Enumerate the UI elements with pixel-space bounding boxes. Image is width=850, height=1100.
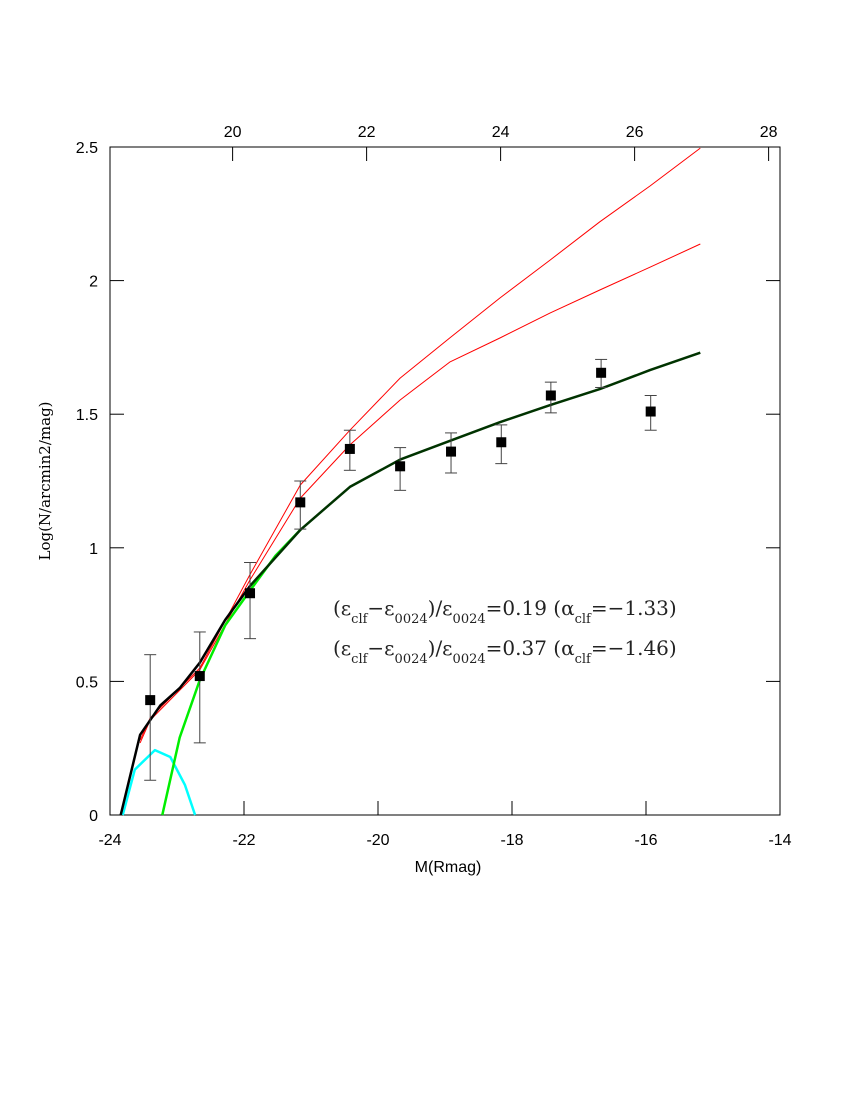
data-point [645, 406, 656, 417]
curve [161, 529, 302, 816]
annotation-text: (ε [333, 596, 351, 620]
annotation-subscript: clf [351, 612, 368, 627]
y-tick-label: 2.5 [76, 140, 98, 157]
data-point [194, 671, 205, 682]
data-point [344, 443, 355, 454]
annotation-text: (ε [333, 636, 351, 660]
x-tick-label: -18 [500, 832, 523, 849]
curve [121, 748, 197, 816]
annotation: (εclf−ε0024)/ε0024=0.37 (αclf=−1.46) [333, 636, 677, 667]
y-tick-label: 2 [89, 274, 98, 291]
x2-tick-label: 26 [626, 124, 644, 141]
annotation-text: )/ε [428, 636, 453, 660]
data-point [395, 461, 406, 472]
y-tick-label: 0.5 [76, 674, 98, 691]
annotation: (εclf−ε0024)/ε0024=0.19 (αclf=−1.33) [333, 596, 677, 627]
error-bar [244, 561, 257, 640]
annotation-subscript: 0024 [453, 652, 486, 667]
curve [119, 585, 252, 816]
x-tick-label: -14 [768, 832, 791, 849]
annotation-text: =−1.46) [591, 636, 677, 660]
annotation-text: −ε [367, 596, 394, 620]
y-axis-label: Log(N/arcmin2/mag) [36, 401, 54, 560]
annotation-text: =−1.33) [591, 596, 677, 620]
x-tick-label: -20 [366, 832, 389, 849]
x-tick-label: -22 [232, 832, 255, 849]
data-point [245, 588, 256, 599]
data-point [545, 390, 556, 401]
error-bar [193, 631, 206, 744]
annotation-text: −ε [367, 636, 394, 660]
curve [139, 243, 701, 744]
annotation-subscript: 0024 [395, 612, 428, 627]
x-axis-label: M(Rmag) [415, 859, 482, 876]
y-tick-label: 1.5 [76, 407, 98, 424]
x2-tick-label: 22 [358, 124, 376, 141]
annotation-subscript: clf [351, 652, 368, 667]
data-point [145, 695, 156, 706]
annotation-subscript: clf [575, 652, 592, 667]
y-tick-label: 1 [89, 541, 98, 558]
data-point [446, 446, 457, 457]
y-tick-label: 0 [89, 808, 98, 825]
data-point [496, 437, 507, 448]
annotation-subscript: 0024 [453, 612, 486, 627]
annotation-subscript: clf [575, 612, 592, 627]
annotation-text: =0.37 (α [486, 636, 575, 660]
data-point [596, 367, 607, 378]
x2-tick-label: 20 [224, 124, 242, 141]
annotation-subscript: 0024 [395, 652, 428, 667]
x2-tick-label: 28 [760, 124, 778, 141]
x-tick-label: -24 [98, 832, 121, 849]
plot-frame [109, 146, 781, 816]
x2-tick-label: 24 [492, 124, 510, 141]
annotation-text: )/ε [428, 596, 453, 620]
curve [249, 351, 701, 587]
error-bar [144, 654, 157, 781]
annotation-text: =0.19 (α [486, 596, 575, 620]
data-point [295, 497, 306, 508]
x-tick-label: -16 [634, 832, 657, 849]
